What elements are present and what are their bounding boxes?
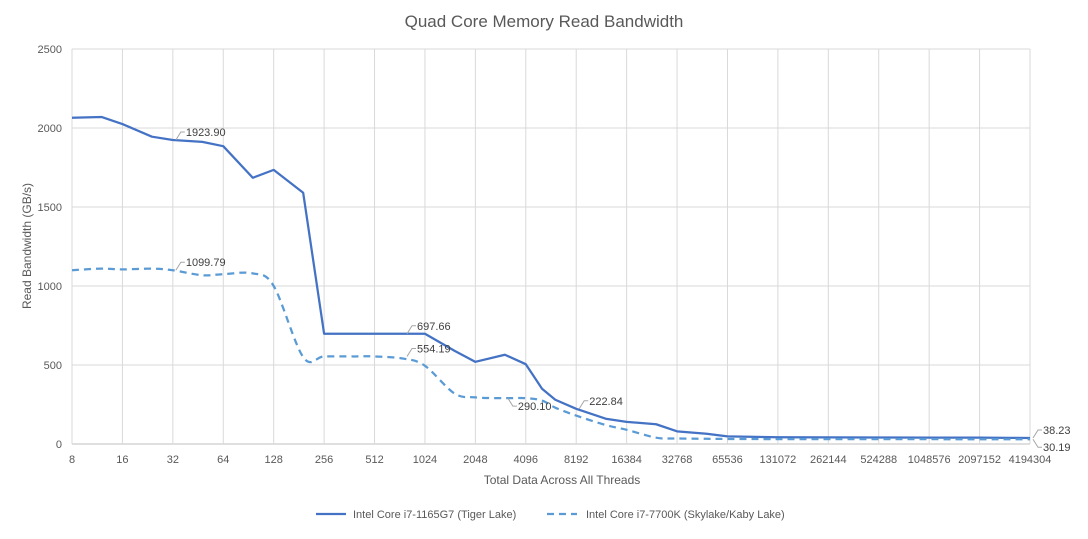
- data-label: 222.84: [589, 396, 623, 408]
- data-label: 697.66: [417, 321, 451, 333]
- series-lines: [71, 115, 1031, 441]
- x-tick-label: 512: [365, 454, 383, 466]
- data-label: 38.23: [1043, 425, 1071, 437]
- y-tick-label: 0: [56, 439, 62, 451]
- data-label-leader: [175, 131, 185, 141]
- data-label-leader: [1032, 438, 1042, 448]
- x-tick-label: 128: [265, 454, 283, 466]
- data-label-leader: [507, 397, 517, 407]
- legend-label-skylake: Intel Core i7-7700K (Skylake/Kaby Lake): [586, 509, 785, 521]
- x-tick-label: 65536: [712, 454, 743, 466]
- legend: Intel Core i7-1165G7 (Tiger Lake) Intel …: [316, 509, 785, 521]
- y-axis-label: Read Bandwidth (GB/s): [20, 183, 34, 309]
- x-tick-label: 8192: [564, 454, 588, 466]
- x-axis-label: Total Data Across All Threads: [484, 473, 641, 487]
- x-tick-label: 524288: [860, 454, 897, 466]
- x-tick-label: 262144: [810, 454, 847, 466]
- data-label: 30.19: [1043, 442, 1071, 454]
- x-tick-label: 32: [167, 454, 179, 466]
- x-tick-label: 256: [315, 454, 333, 466]
- x-tick-label: 64: [217, 454, 229, 466]
- x-tick-label: 4096: [514, 454, 538, 466]
- x-tick-label: 16384: [611, 454, 642, 466]
- data-label-leader: [175, 261, 185, 271]
- series-line-tiger-lake: [71, 115, 1031, 440]
- y-tick-label: 1000: [38, 281, 62, 293]
- x-tick-label: 32768: [662, 454, 693, 466]
- x-tick-label: 8: [69, 454, 75, 466]
- data-label: 1923.90: [186, 127, 226, 139]
- y-tick-label: 2000: [38, 123, 62, 135]
- data-label: 554.19: [417, 343, 451, 355]
- y-axis-ticks: 0 500 1000 1500 2000 2500: [38, 44, 62, 451]
- gridlines: [71, 48, 1031, 445]
- data-label-leader: [406, 325, 417, 335]
- legend-label-tiger-lake: Intel Core i7-1165G7 (Tiger Lake): [353, 509, 516, 521]
- x-axis-ticks: 8 16 32 64 128 256 512 1024 2048 4096 8192 16384 327…: [69, 454, 1051, 466]
- x-tick-label: 1024: [413, 454, 437, 466]
- x-tick-label: 4194304: [1009, 454, 1052, 466]
- x-tick-label: 2048: [463, 454, 487, 466]
- data-label: 290.10: [518, 401, 552, 413]
- data-label: 1099.79: [186, 257, 226, 269]
- chart-title: Quad Core Memory Read Bandwidth: [405, 12, 684, 31]
- y-tick-label: 1500: [38, 202, 62, 214]
- y-tick-label: 2500: [38, 44, 62, 56]
- x-tick-label: 2097152: [958, 454, 1001, 466]
- data-label-leader: [406, 347, 417, 357]
- data-label-leader: [1032, 429, 1042, 439]
- x-tick-label: 131072: [760, 454, 797, 466]
- data-label-leader: [578, 400, 589, 410]
- y-tick-label: 500: [44, 360, 62, 372]
- x-tick-label: 1048576: [908, 454, 951, 466]
- series-line-skylake: [71, 267, 1031, 441]
- x-tick-label: 16: [116, 454, 128, 466]
- data-labels: 1923.90 1099.79 697.66 554.19 290.10 222.84 38…: [175, 127, 1071, 454]
